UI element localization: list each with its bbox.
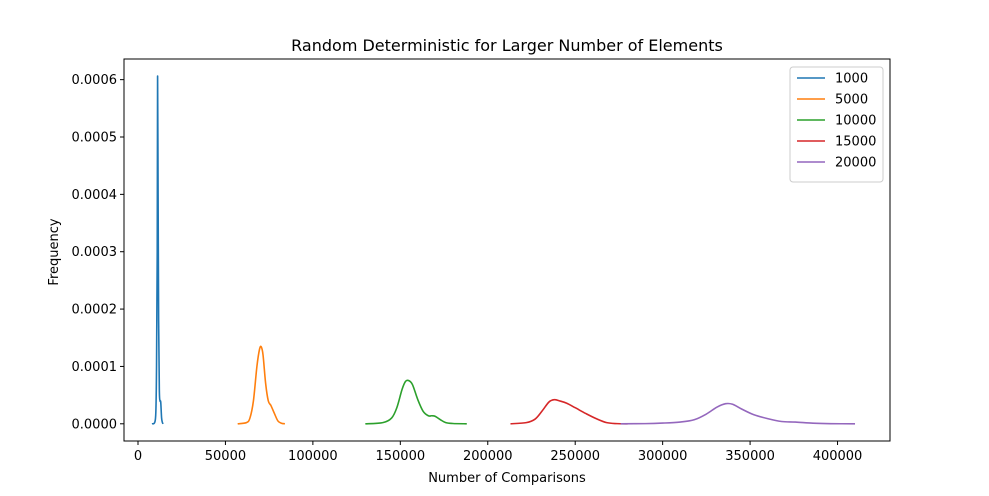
y-axis: 0.0000 0.0001 0.0002 0.0003 0.0004 0.0005 0.00…	[72, 73, 124, 432]
legend: 1000 5000 10000 15000 20000	[789, 66, 884, 183]
legend-label: 10000	[835, 114, 876, 129]
x-axis: 0 50000 100000 150000 200000 250000 300000 3500…	[134, 441, 863, 464]
y-tick-label: 0.0004	[72, 188, 118, 203]
x-tick-label: 150000	[375, 449, 425, 464]
legend-label: 5000	[835, 93, 868, 108]
y-tick-label: 0.0000	[72, 417, 118, 432]
plot-area	[151, 75, 856, 425]
legend-label: 15000	[835, 135, 876, 150]
y-tick-label: 0.0002	[72, 303, 118, 318]
y-tick-label: 0.0005	[72, 131, 118, 146]
legend-label: 20000	[835, 156, 876, 171]
x-tick-label: 300000	[638, 449, 688, 464]
x-tick-label: 50000	[205, 449, 246, 464]
legend-label: 1000	[835, 72, 868, 87]
x-tick-label: 0	[134, 449, 142, 464]
series-line-20000	[620, 402, 856, 425]
x-tick-label: 400000	[813, 449, 863, 464]
x-tick-label: 250000	[550, 449, 600, 464]
plot-frame	[123, 58, 891, 442]
series-line-1000	[151, 75, 164, 425]
series-line-5000	[237, 345, 286, 425]
chart-title: Random Deterministic for Larger Number o…	[291, 36, 723, 55]
x-tick-label: 350000	[725, 449, 775, 464]
x-axis-label: Number of Comparisons	[428, 471, 586, 486]
legend-box	[789, 66, 884, 183]
x-tick-label: 200000	[463, 449, 513, 464]
y-axis-label: Frequency	[47, 218, 62, 285]
series-line-15000	[510, 398, 628, 425]
y-tick-label: 0.0001	[72, 360, 118, 375]
y-tick-label: 0.0006	[72, 73, 118, 88]
series-line-10000	[365, 379, 467, 425]
x-tick-label: 100000	[288, 449, 338, 464]
y-tick-label: 0.0003	[72, 245, 118, 260]
